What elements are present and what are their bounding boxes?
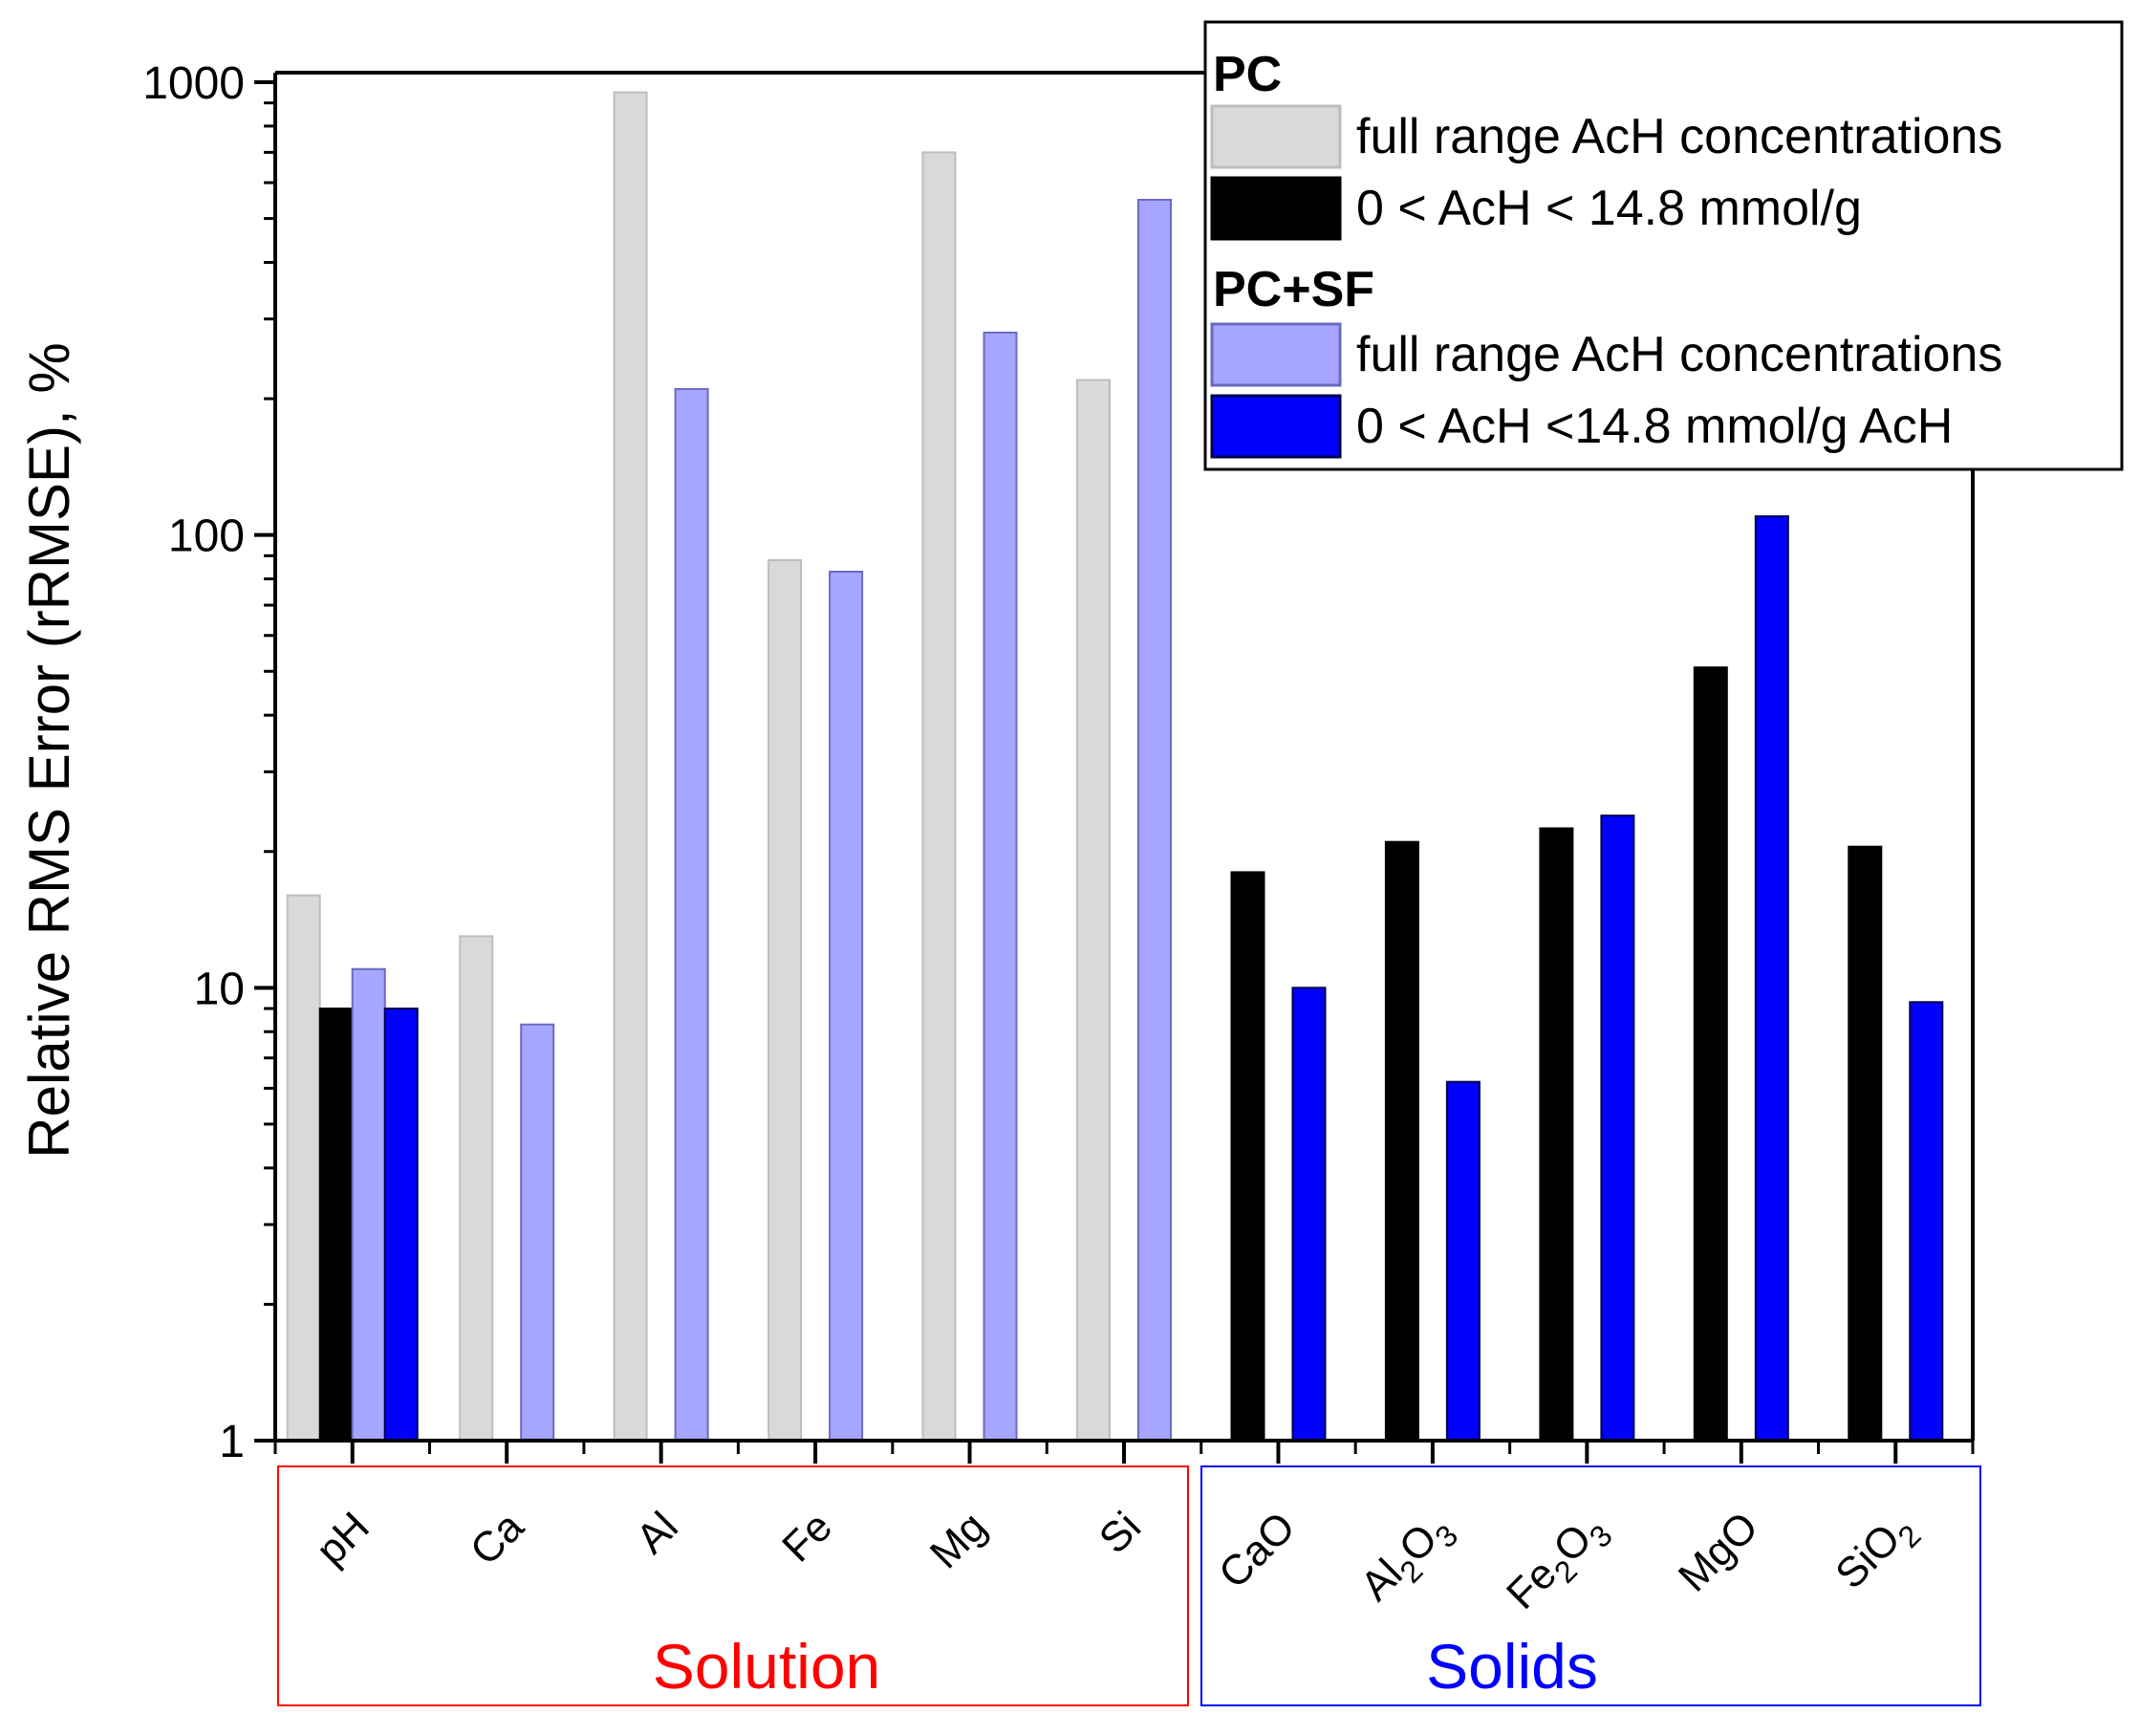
legend-swatch-2 (1210, 322, 1342, 387)
x-tick-label-SiO2: SiO2 (1827, 1503, 1927, 1603)
bar-Ca-series-0 (459, 935, 494, 1442)
legend-label-0: full range AcH concentrations (1356, 109, 2002, 164)
bar-Al2O3-series-1 (1384, 840, 1419, 1442)
bar-Mg-series-0 (921, 151, 957, 1442)
category-groups: Solution Solids (277, 1465, 1981, 1706)
y-axis-label: Relative RMS Error (rRMSE), % (17, 342, 81, 1158)
legend-label-2: full range AcH concentrations (1356, 327, 2002, 382)
bar-pH-series-1 (318, 1008, 354, 1442)
bar-pH-series-2 (351, 967, 386, 1442)
legend: PC PC+SF full range AcH concentrations 0 < … (1203, 20, 2124, 471)
x-tick-label-Mg: Mg (921, 1503, 996, 1577)
bar-MgO-series-3 (1754, 515, 1789, 1442)
bar-Ca-series-2 (520, 1023, 555, 1442)
bar-Si-series-0 (1076, 379, 1111, 1442)
bars-layer (286, 91, 1944, 1443)
x-tick-label-MgO: MgO (1670, 1503, 1767, 1600)
bar-pH-series-3 (383, 1008, 419, 1442)
x-tick-label-Fe: Fe (773, 1503, 841, 1571)
bar-Fe-series-2 (829, 571, 864, 1442)
x-tick-label-Al: Al (627, 1503, 686, 1562)
x-tick-label-Al2O3: Al2O3 (1351, 1503, 1464, 1616)
bar-Fe2O3-series-3 (1600, 814, 1635, 1442)
x-tick-labels: pH Ca Al Fe Mg Si CaO Al2O3 Fe2O3 MgO SiO2 (307, 1503, 1927, 1624)
group-label-solids: Solids (1426, 1631, 1598, 1702)
legend-title-pc: PC (1213, 47, 1282, 102)
legend-title-pc-sf: PC+SF (1213, 262, 1374, 317)
x-tick-label-Fe2O3: Fe2O3 (1498, 1503, 1619, 1624)
legend-swatch-1 (1210, 176, 1342, 241)
bar-Al-series-0 (613, 91, 648, 1443)
y-tick-label: 100 (168, 511, 245, 562)
y-tick-label: 1 (219, 1417, 245, 1467)
group-box-solids (1200, 1465, 1981, 1706)
bar-Mg-series-2 (983, 331, 1018, 1442)
x-tick-label-pH: pH (307, 1503, 378, 1573)
bar-Fe-series-0 (767, 559, 803, 1442)
legend-box (1203, 20, 2124, 471)
legend-swatch-0 (1210, 104, 1342, 169)
bar-Si-series-2 (1137, 199, 1172, 1442)
bar-SiO2-series-3 (1909, 1001, 1944, 1443)
y-tick-label: 1000 (142, 58, 245, 109)
bar-Al-series-2 (674, 388, 709, 1442)
ticks-layer: 1 10 100 1000 (142, 58, 1975, 1467)
legend-label-3: 0 < AcH <14.8 mmol/g AcH (1356, 399, 1953, 454)
bar-CaO-series-3 (1291, 987, 1327, 1443)
bar-CaO-series-1 (1230, 871, 1265, 1442)
bar-pH-series-0 (286, 894, 321, 1442)
bar-Al2O3-series-3 (1445, 1080, 1481, 1442)
bar-Fe2O3-series-1 (1539, 827, 1574, 1442)
bar-MgO-series-1 (1693, 666, 1728, 1442)
x-tick-label-Ca: Ca (462, 1503, 533, 1574)
group-box-solution (277, 1465, 1189, 1706)
x-tick-label-Si: Si (1091, 1503, 1150, 1562)
bar-SiO2-series-1 (1848, 845, 1883, 1442)
y-tick-label: 10 (194, 964, 245, 1014)
legend-swatch-3 (1210, 394, 1342, 459)
group-label-solution: Solution (653, 1631, 881, 1702)
legend-label-1: 0 < AcH < 14.8 mmol/g (1356, 181, 1862, 236)
x-tick-label-CaO: CaO (1210, 1503, 1305, 1597)
